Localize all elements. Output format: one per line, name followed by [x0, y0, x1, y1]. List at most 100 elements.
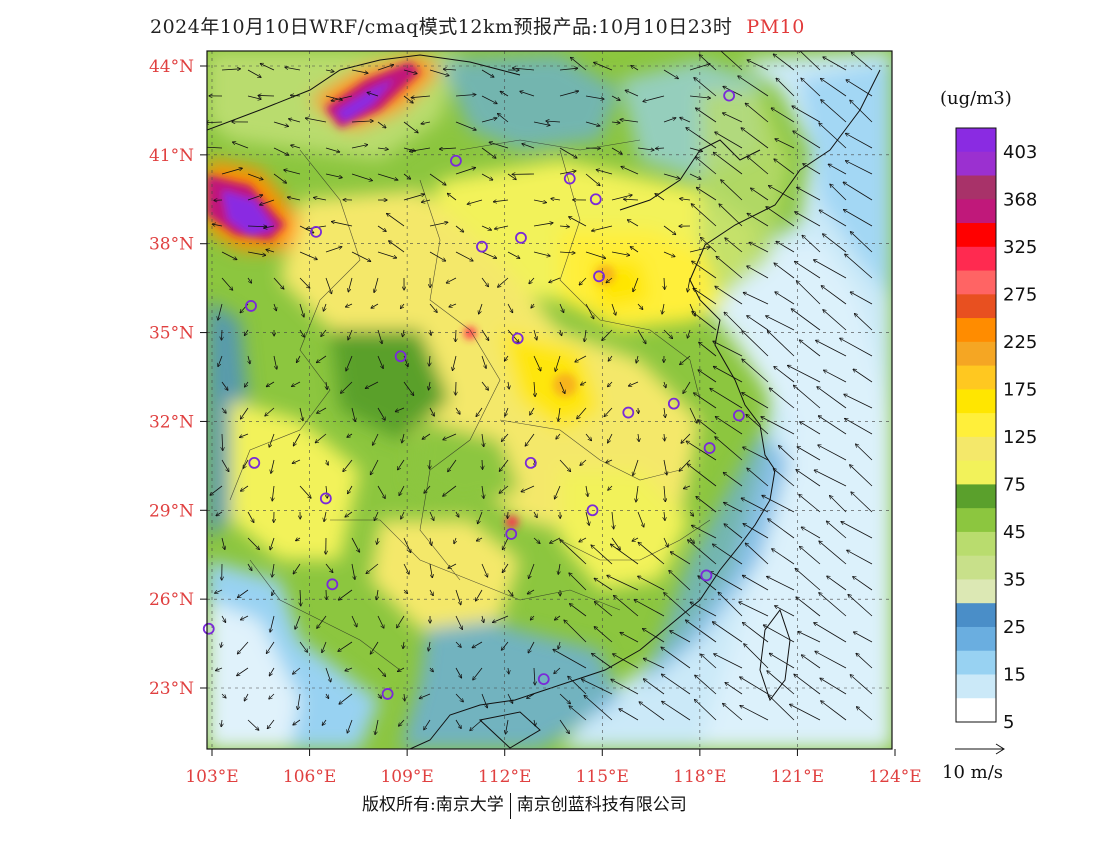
copyright-text: 版权所有:南京大学: [362, 795, 504, 815]
wind-arrow: [322, 719, 327, 725]
colorbar-segment: [956, 270, 996, 295]
wind-arrow: [293, 563, 301, 574]
wind-arrow: [533, 251, 550, 256]
wind-arrow: [700, 237, 717, 253]
wind-arrow: [743, 292, 769, 305]
wind-arrow: [554, 615, 561, 620]
wind-arrow: [533, 511, 537, 518]
wind-arrow: [664, 511, 665, 521]
wind-arrow: [584, 695, 613, 721]
station-marker: [511, 332, 524, 345]
wind-arrow: [772, 549, 795, 565]
wind-arrow: [455, 95, 476, 96]
wind-arrow: [374, 511, 379, 521]
wind-arrow: [244, 381, 249, 387]
wind-arrow: [409, 147, 431, 152]
wind-arrow: [696, 187, 717, 201]
wind-arrow: [455, 121, 476, 130]
wind-arrow: [579, 537, 587, 542]
wind-arrow: [551, 199, 561, 200]
wind-arrow: [554, 667, 561, 674]
wind-arrow: [580, 382, 587, 385]
wind-arrow: [403, 381, 414, 396]
wind-arrow: [850, 100, 873, 123]
wind-arrow: [698, 420, 717, 435]
wind-arrow: [481, 225, 492, 230]
wind-arrow: [505, 719, 509, 734]
station-marker: [245, 300, 257, 312]
wind-arrow: [801, 655, 821, 669]
wind-arrow: [721, 180, 743, 201]
wind-arrow: [792, 106, 821, 123]
colorbar-segment: [956, 460, 996, 485]
wind-arrow: [351, 563, 355, 579]
wind-arrow: [680, 117, 691, 123]
wind-arrow: [843, 209, 873, 227]
wind-arrow: [481, 95, 497, 104]
wind-arrow: [724, 502, 743, 513]
wind-arrow: [397, 459, 405, 470]
wind-arrow: [404, 693, 405, 701]
colorbar-label: 225: [1003, 332, 1037, 353]
wind-arrow: [632, 537, 639, 541]
wind-arrow: [854, 314, 873, 331]
city-stations: [202, 89, 745, 700]
wind-arrow: [467, 199, 483, 204]
wind-arrow: [323, 303, 326, 311]
wind-arrow: [218, 355, 223, 367]
wind-arrow: [421, 200, 431, 202]
wind-arrow: [212, 224, 223, 226]
wind-arrow: [847, 550, 873, 565]
wind-arrow: [290, 95, 301, 96]
wind-arrow: [638, 433, 639, 442]
wind-arrow: [723, 472, 743, 487]
wind-arrow: [429, 303, 437, 312]
colorbar-segment: [956, 246, 996, 272]
lon-label: 124°E: [868, 767, 921, 787]
axis-ticks: 103°E 106°E 109°E 112°E 115°E 118°E 121°E 124°E…: [149, 57, 922, 787]
wind-arrow: [325, 147, 340, 152]
wind-arrow: [613, 654, 639, 669]
wind-arrow: [776, 78, 795, 97]
wind-arrow: [723, 703, 743, 721]
wind-arrow: [696, 496, 717, 513]
wind-arrow: [830, 184, 847, 201]
wind-arrow: [749, 242, 769, 253]
wind-arrow: [841, 522, 873, 539]
wind-arrow: [550, 537, 561, 543]
colorbar-label: 325: [1003, 237, 1037, 258]
wind-arrow: [326, 381, 327, 390]
wind-arrow: [402, 433, 404, 443]
wind-arrow: [533, 355, 541, 371]
wind-arrow: [661, 674, 691, 695]
wind-arrow: [774, 159, 795, 175]
wind-arrow: [662, 701, 691, 721]
wind-arrow: [747, 60, 769, 71]
wind-arrow: [679, 459, 691, 471]
wind-arrow: [377, 407, 385, 420]
wind-arrow: [215, 668, 223, 671]
wind-arrow: [429, 69, 449, 76]
wind-arrow: [508, 381, 509, 389]
wind-arrow: [794, 674, 821, 695]
colorbar-segment: [956, 341, 996, 367]
map-title: 2024年10月10日WRF/cmaq模式12km预报产品:10月10日23时 P…: [150, 12, 950, 39]
wind-arrow: [377, 485, 385, 499]
wind-arrow: [299, 641, 308, 652]
wind-arrow: [387, 213, 405, 227]
lat-label: 32°N: [149, 412, 194, 432]
wind-arrow: [823, 370, 847, 383]
wind-arrow: [345, 667, 353, 671]
wind-arrow: [699, 342, 717, 357]
station-marker: [563, 172, 576, 185]
wind-arrow: [794, 261, 821, 279]
wind-arrow: [489, 142, 509, 149]
wind-arrow: [799, 546, 821, 565]
wind-arrow: [370, 641, 379, 654]
wind-arrow: [689, 147, 703, 151]
wind-arrow: [375, 719, 379, 735]
wind-arrow: [473, 667, 483, 680]
wind-arrow: [800, 422, 821, 435]
wind-arrow: [455, 407, 460, 414]
wind-arrow: [247, 95, 261, 99]
